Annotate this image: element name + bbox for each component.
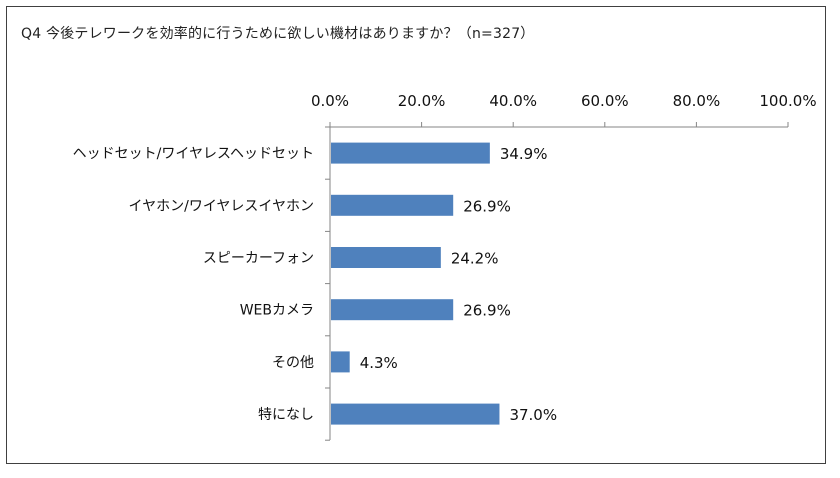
chart-frame: Q4 今後テレワークを効率的に行うために欲しい機材はありますか？（n=327） — [6, 6, 826, 464]
bar — [331, 299, 454, 321]
value-label: 4.3% — [360, 354, 398, 372]
bar — [331, 403, 500, 425]
category-label: 特になし — [258, 407, 314, 423]
bar — [331, 247, 441, 268]
value-label: 24.2% — [451, 250, 499, 268]
chart-title: Q4 今後テレワークを効率的に行うために欲しい機材はありますか？（n=327） — [21, 26, 535, 42]
value-labels: 34.9% 26.9% 24.2% 26.9% 4.3% 37.0% — [360, 145, 557, 424]
x-tick-label: 40.0% — [489, 92, 537, 110]
category-labels: ヘッドセット/ワイヤレスヘッドセットイヤホン/ワイヤレスイヤホンスピーカーフォン… — [73, 146, 314, 423]
category-label: その他 — [272, 355, 314, 371]
value-label: 34.9% — [500, 145, 548, 163]
chart-bars — [331, 142, 500, 425]
chart-axes — [325, 122, 789, 441]
x-tick-labels: 0.0% 20.0% 40.0% 60.0% 80.0% 100.0% — [311, 92, 817, 110]
category-label: イヤホン/ワイヤレスイヤホン — [129, 198, 314, 214]
category-label: ヘッドセット/ワイヤレスヘッドセット — [73, 146, 314, 162]
x-tick-label: 60.0% — [581, 92, 629, 110]
x-tick-label: 80.0% — [673, 92, 721, 110]
bar — [331, 194, 454, 216]
category-label: スピーカーフォン — [203, 251, 314, 267]
value-label: 26.9% — [463, 302, 511, 320]
category-label: WEBカメラ — [240, 303, 314, 319]
x-tick-label: 20.0% — [398, 92, 446, 110]
value-label: 26.9% — [463, 197, 511, 215]
x-tick-label: 0.0% — [311, 92, 349, 110]
bar — [331, 351, 350, 373]
value-label: 37.0% — [509, 406, 557, 424]
bar — [331, 142, 490, 164]
x-tick-label: 100.0% — [759, 92, 816, 110]
